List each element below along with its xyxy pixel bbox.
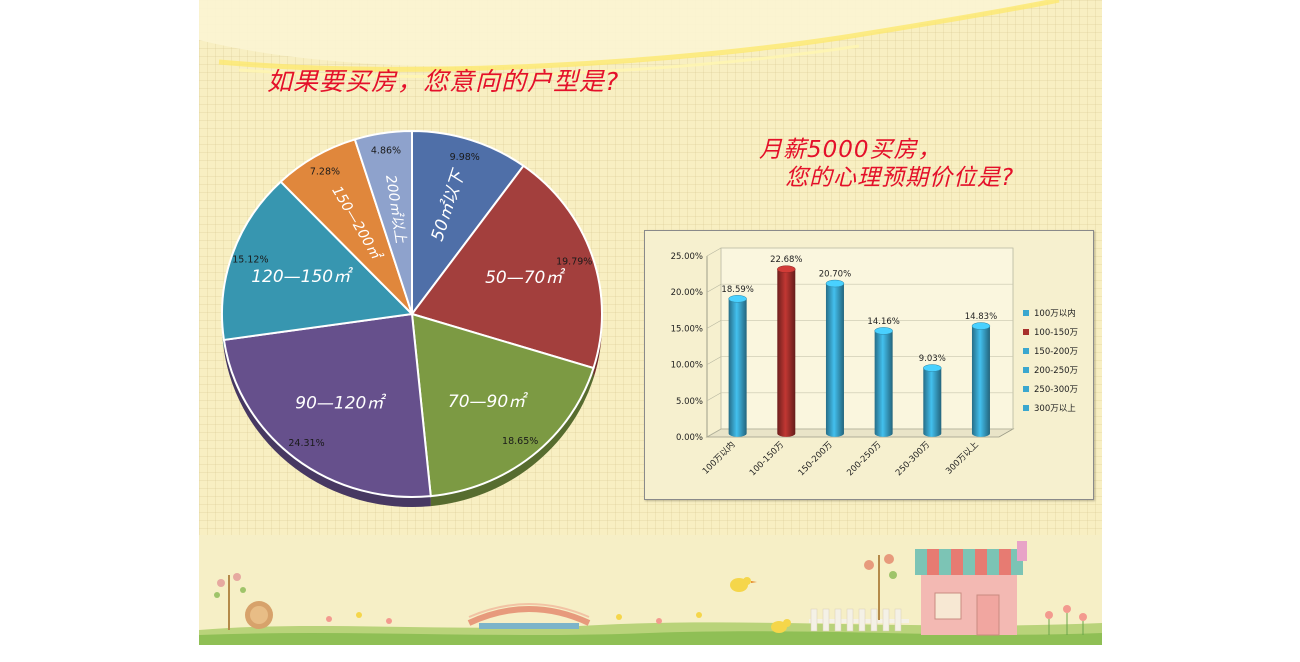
pie-slice-category-label: 90—120㎡ [295,393,386,413]
legend-label: 100-150万 [1034,328,1078,338]
flowers-right [1045,605,1087,635]
pie-slice-value-label: 4.86% [371,146,401,157]
fence [809,608,909,632]
tree-middle [864,554,897,620]
bush-left [245,601,273,629]
pie-slice [221,180,415,342]
bar-back-wall [720,247,1014,430]
bar-x-tick-label: 250-300万 [894,440,932,478]
bar-value-label: 18.59% [721,285,753,295]
pie-slice [410,164,603,370]
bar-chart-frame: 0.00% 5.00% 10.00% 15.00% 20.00% 25.00% 18.59%… [644,230,1094,500]
bar-x-tick-label: 150-200万 [797,440,835,478]
bar-y-tick-label: 25.00% [671,252,703,262]
bar-top-cap [971,322,991,330]
bird-yellow [730,577,757,592]
bar-top-cap [728,295,747,303]
bar-grid-diagonal [706,428,722,438]
pie-slice-value-label: 18.65% [502,436,538,447]
pie-slice-value-label: 9.98% [450,152,480,163]
pie-chart-title: 如果要买房，您意向的户型是? [267,67,620,96]
bar-grid-diagonal [706,320,722,329]
bar [777,269,796,437]
bar [874,330,893,437]
bar-chart-title-line2: 您的心理预期价位是? [785,165,1015,191]
pie-slice [222,312,432,498]
pie-chart: 50㎡以下9.98%50—70㎡19.79%70—90㎡18.65%90—120… [221,129,603,507]
bar-value-label: 14.16% [867,317,899,327]
bar [728,298,747,437]
legend-label: 200-250万 [1034,366,1078,376]
bar-y-tick-label: 20.00% [671,288,703,298]
bar-x-tick-label: 300万以上 [944,440,981,477]
legend-label: 100万以内 [1034,308,1076,319]
bar-value-label: 9.03% [919,354,946,364]
bar-y-tick-label: 0.00% [676,433,703,443]
pie-slice-value-label: 19.79% [556,256,592,267]
bridge [467,603,591,629]
bar-top-cap [777,265,796,273]
legend-swatch [1023,348,1029,354]
bar [971,326,990,437]
pie-slice-category-label: 70—90㎡ [448,392,528,412]
bar-grid-diagonal [706,392,722,402]
bar-chart-title-line1: 月薪5000买房， [759,137,942,163]
bar-x-tick-label: 200-250万 [845,440,883,478]
legend-label: 150-200万 [1034,347,1078,357]
bar-x-tick-label: 100万以内 [700,439,737,476]
bar-x-tick-label: 100-150万 [748,440,786,478]
bar-y-tick-label: 10.00% [671,361,703,371]
legend-label: 250-300万 [1034,385,1078,395]
pie-slice [411,129,525,317]
bar [923,368,942,437]
house [915,541,1027,636]
bottom-scene-illustration [199,535,1102,645]
pie-slice-category-label: 50—70㎡ [485,268,565,288]
pie-slice [410,312,595,498]
bar-value-label: 20.70% [819,270,851,280]
bar-grid-diagonal [706,247,722,257]
legend-label: 300万以上 [1034,404,1076,414]
pie-slice-value-label: 7.28% [310,167,340,178]
bar [825,283,844,437]
pie-slice [353,129,413,315]
tree-left [214,573,246,630]
legend-swatch [1023,386,1029,392]
pie-slice-category-label: 120—150㎡ [251,267,353,287]
bar-top-cap [923,364,942,372]
legend-swatch [1023,329,1029,335]
bar-chart: 0.00% 5.00% 10.00% 15.00% 20.00% 25.00% 18.59%… [671,247,1078,478]
bar-grid-diagonal [706,356,722,365]
legend-swatch [1023,405,1029,411]
pie-slice-value-label: 15.12% [232,255,268,266]
pie-slice-value-label: 24.31% [288,438,324,449]
bar-y-tick-label: 5.00% [676,397,703,407]
flowers-left [326,612,702,624]
top-swoosh-decoration [199,0,1102,78]
bird-yellow-2 [771,619,791,633]
bar-grid-diagonal [706,283,722,293]
bar-value-label: 14.83% [965,312,997,322]
bar-top-cap [874,327,893,335]
legend-swatch [1023,310,1029,316]
survey-panel: 如果要买房，您意向的户型是? 月薪5000买房， 您的心理预期价位是? 50㎡以… [199,0,1102,645]
bar-y-tick-label: 15.00% [671,324,703,334]
bar-value-label: 22.68% [770,255,802,265]
legend-swatch [1023,367,1029,373]
pie-slice-side [430,368,594,507]
bar-floor [705,428,1015,438]
bar-top-cap [825,279,845,288]
